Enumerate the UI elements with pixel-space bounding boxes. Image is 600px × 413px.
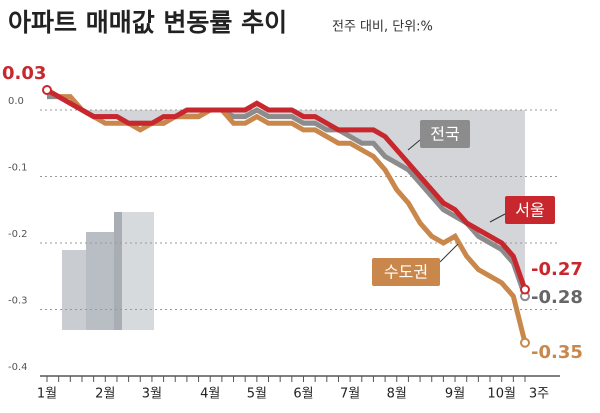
end-point bbox=[520, 337, 530, 348]
value-label: -0.27 bbox=[531, 259, 583, 280]
legend-label: 전국 bbox=[430, 125, 459, 144]
x-tick-label: 3주 bbox=[529, 387, 549, 402]
legend-label: 서울 bbox=[515, 201, 544, 220]
chart-subtitle: 전주 대비, 단위:% bbox=[332, 20, 433, 35]
end-point bbox=[520, 284, 530, 295]
x-tick-label: 6월 bbox=[293, 387, 313, 402]
start-point bbox=[42, 85, 52, 95]
line-series bbox=[45, 87, 528, 291]
legend-box bbox=[420, 120, 470, 148]
chart-title: 아파트 매매값 변동률 추이 bbox=[8, 8, 287, 37]
y-tick-label: -0.1 bbox=[8, 162, 28, 173]
legend-leader bbox=[407, 139, 421, 151]
legend-box bbox=[372, 258, 440, 286]
x-tick-label: 5월 bbox=[247, 387, 267, 402]
y-tick-label: -0.2 bbox=[8, 229, 28, 240]
y-tick-label: -0.4 bbox=[8, 362, 28, 373]
x-tick-label: 3월 bbox=[142, 387, 162, 402]
y-tick-label: 0.0 bbox=[8, 96, 24, 107]
legend-box bbox=[505, 196, 555, 224]
building-icon bbox=[62, 212, 154, 330]
x-tick-label: 9월 bbox=[445, 387, 465, 402]
value-label: -0.28 bbox=[531, 287, 583, 308]
value-label: 0.03 bbox=[2, 63, 46, 84]
legend-leader bbox=[439, 243, 459, 263]
x-tick-label: 4월 bbox=[200, 387, 220, 402]
value-label: -0.35 bbox=[531, 342, 583, 363]
legend-leader bbox=[489, 213, 506, 223]
x-tick-label: 7월 bbox=[340, 387, 360, 402]
x-tick-label: 8월 bbox=[387, 387, 407, 402]
x-tick-label: 2월 bbox=[95, 387, 115, 402]
x-tick-label: 10월 bbox=[487, 387, 516, 402]
legend-label: 수도권 bbox=[384, 263, 428, 282]
x-tick-label: 1월 bbox=[37, 387, 57, 402]
y-tick-label: -0.3 bbox=[8, 295, 28, 306]
